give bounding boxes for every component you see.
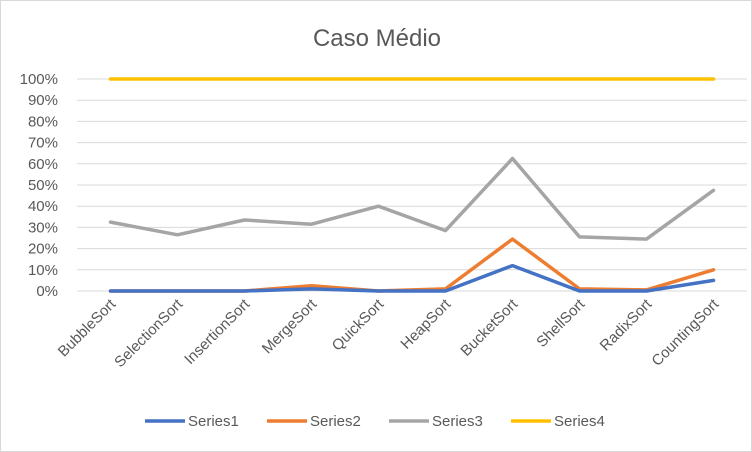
x-tick-label: QuickSort (329, 295, 388, 354)
y-tick-label: 20% (28, 241, 58, 258)
series-line-series2 (108, 237, 716, 293)
y-tick-label: 10% (28, 262, 58, 279)
y-tick-label: 60% (28, 156, 58, 173)
chart-title: Caso Médio (313, 25, 441, 52)
legend-label: Series4 (554, 413, 605, 430)
series-line-series3 (108, 156, 716, 241)
y-tick-label: 70% (28, 135, 58, 152)
x-tick-label: BucketSort (457, 295, 521, 359)
y-tick-label: 80% (28, 113, 58, 130)
legend-label: Series2 (310, 413, 361, 430)
y-tick-label: 90% (28, 92, 58, 109)
x-tick-label: CountingSort (648, 295, 723, 370)
x-tick-label: RadixSort (597, 295, 656, 354)
x-tick-label: SelectionSort (111, 295, 187, 371)
series-lines (108, 77, 716, 293)
y-tick-label: 0% (36, 283, 58, 300)
gridlines (77, 78, 747, 292)
legend-label: Series1 (188, 413, 239, 430)
x-tick-label: ShellSort (533, 295, 589, 351)
y-tick-label: 40% (28, 198, 58, 215)
series-line-series1 (108, 263, 716, 293)
x-tick-label: HeapSort (397, 295, 454, 352)
y-tick-label: 50% (28, 177, 58, 194)
legend: Series1 Series2 Series3 Series4 (145, 413, 605, 430)
y-tick-label: 100% (20, 71, 58, 88)
x-tick-label: MergeSort (259, 295, 321, 357)
y-tick-label: 30% (28, 219, 58, 236)
x-tick-label: InsertionSort (181, 295, 254, 368)
legend-label: Series3 (432, 413, 483, 430)
x-tick-label: BubbleSort (55, 295, 120, 360)
y-axis-ticks: 0% 10% 20% 30% 40% 50% 60% 70% 80% 90% 100% (20, 71, 58, 300)
